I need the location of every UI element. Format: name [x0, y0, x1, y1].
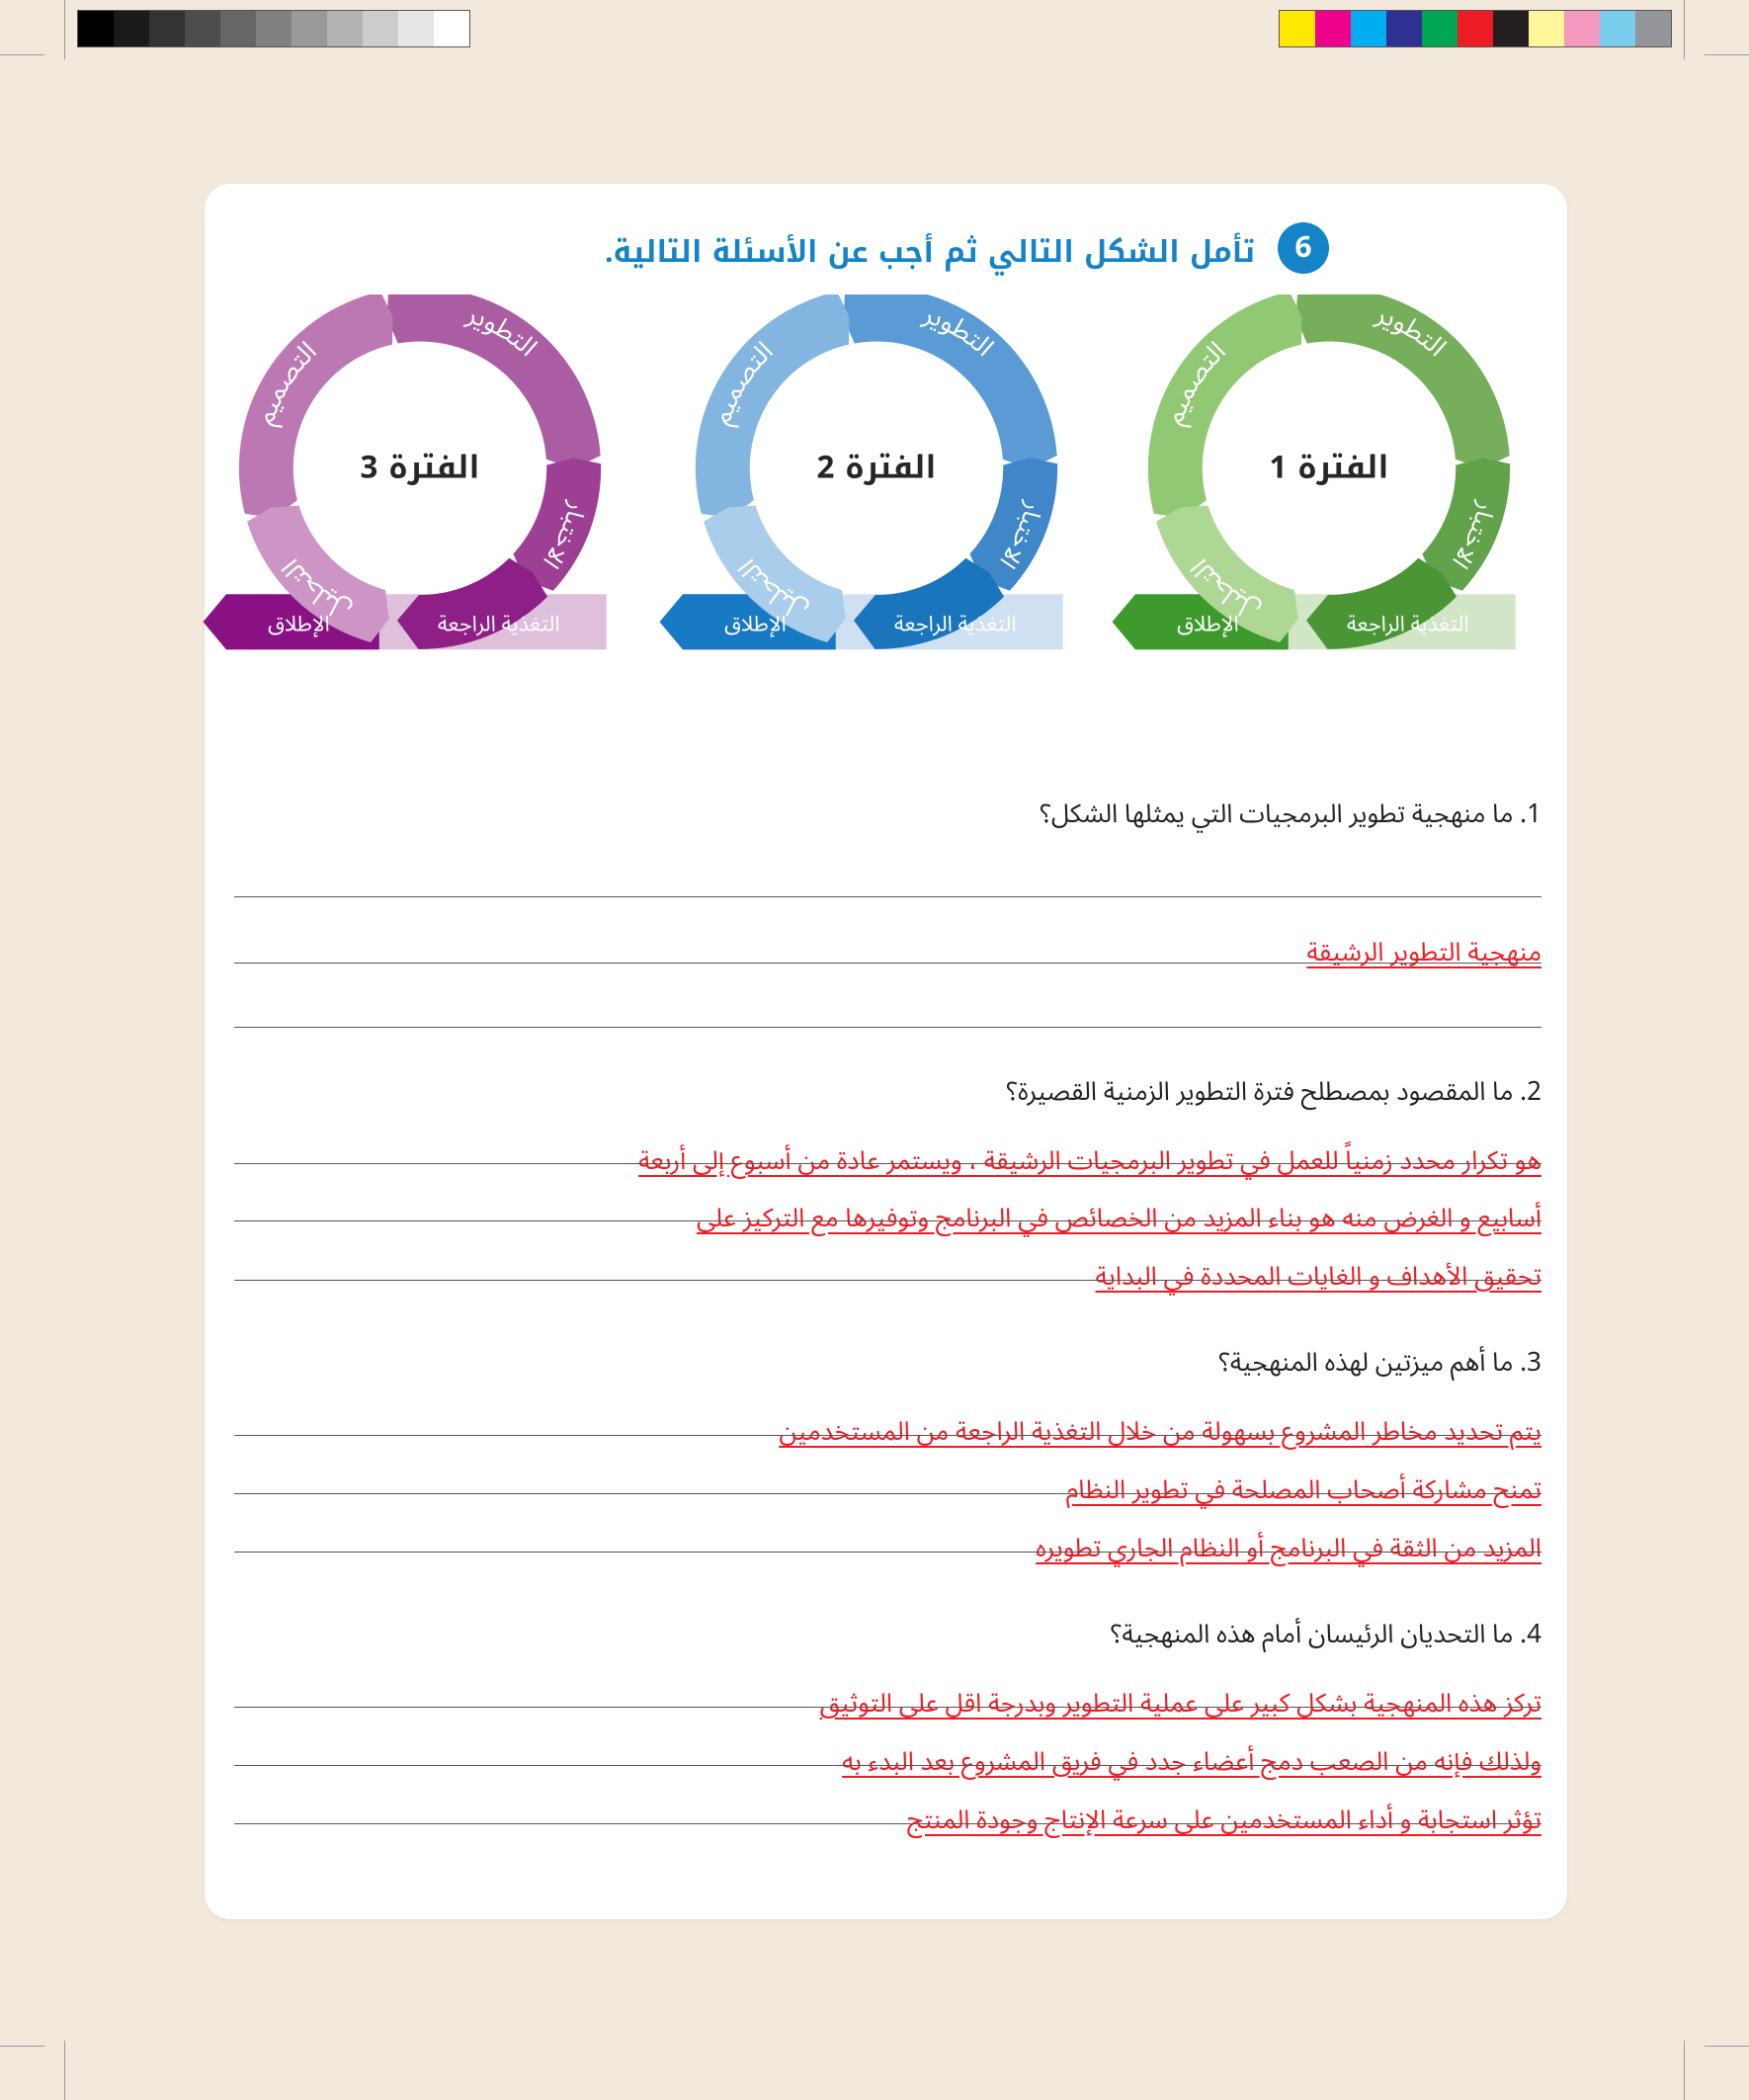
svg-text:الفترة 3: الفترة 3 [361, 439, 480, 497]
svg-text:الإطلاق: الإطلاق [1177, 602, 1239, 647]
svg-text:الإطلاق: الإطلاق [724, 602, 787, 647]
svg-text:الفترة 1: الفترة 1 [1270, 439, 1389, 497]
svg-text:التغذية الراجعة: التغذية الراجعة [894, 602, 1017, 647]
svg-text:التغذية الراجعة: التغذية الراجعة [1347, 602, 1469, 647]
svg-text:التغذية الراجعة: التغذية الراجعة [438, 602, 560, 647]
svg-text:الفترة 2: الفترة 2 [817, 439, 937, 497]
svg-text:الإطلاق: الإطلاق [268, 602, 330, 647]
